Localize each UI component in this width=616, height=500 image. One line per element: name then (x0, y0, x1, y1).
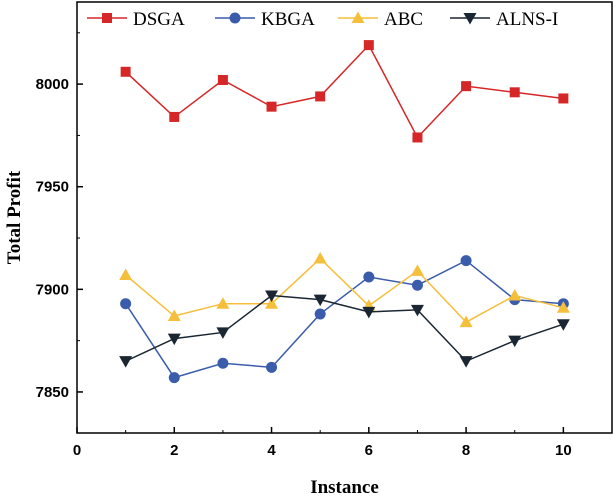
legend-item: DSGA (87, 9, 185, 30)
y-axis-title: Total Profit (4, 170, 25, 264)
data-point (509, 87, 520, 98)
series-line (125, 257, 564, 324)
legend-item: KBGA (215, 9, 315, 30)
data-point (556, 319, 570, 331)
data-point (120, 298, 132, 310)
series-abc (119, 252, 570, 328)
y-tick-label: 7950 (36, 179, 69, 196)
data-point (217, 74, 228, 85)
data-point (313, 252, 327, 264)
data-point (410, 304, 424, 317)
data-point (313, 294, 327, 307)
x-tick-label: 2 (170, 442, 178, 459)
legend-label: ABC (384, 9, 423, 30)
data-point (412, 132, 423, 143)
data-point (460, 255, 472, 267)
series-dsga (120, 40, 569, 143)
data-point (217, 357, 229, 369)
data-point (167, 333, 181, 346)
legend-label: KBGA (261, 9, 315, 30)
data-point (167, 309, 181, 322)
series-line (125, 259, 564, 379)
data-point (508, 335, 522, 348)
x-tick-label: 0 (73, 442, 81, 459)
legend-item: ALNS-I (450, 9, 558, 30)
data-point (508, 288, 522, 301)
y-tick-label: 7850 (36, 384, 69, 401)
data-point (120, 66, 131, 77)
data-point (216, 297, 230, 309)
data-point (411, 279, 423, 291)
x-tick-label: 10 (555, 442, 572, 459)
legend-marker (229, 12, 241, 24)
data-point (315, 91, 326, 102)
data-point (265, 297, 279, 309)
series-alns-i (119, 290, 570, 368)
plot-frame (76, 1, 613, 434)
data-point (558, 93, 569, 104)
data-point (168, 372, 180, 384)
data-point (119, 268, 133, 280)
x-axis-title: Instance (310, 477, 379, 498)
data-point (362, 306, 376, 319)
series-line (125, 294, 564, 363)
x-tick-label: 8 (462, 442, 470, 459)
data-point (216, 327, 230, 339)
data-point (461, 81, 472, 92)
data-point (556, 301, 570, 313)
data-point (266, 101, 277, 112)
data-point (266, 361, 278, 373)
legend-label: ALNS-I (496, 9, 558, 30)
data-point (363, 271, 375, 283)
x-tick-label: 6 (365, 442, 373, 459)
x-tick-label: 4 (267, 442, 276, 459)
data-point (119, 356, 133, 368)
data-point (265, 290, 279, 302)
data-point (314, 308, 326, 320)
data-point (459, 356, 473, 368)
axes: 0 2 4 6 8 10 7850 7900 7950 8000 (36, 1, 613, 459)
legend: DSGA KBGA ABC ALNS-I (87, 9, 558, 30)
data-point (410, 264, 424, 276)
legend-item: ABC (338, 9, 423, 30)
series-kbga (120, 255, 569, 384)
legend-marker (102, 13, 112, 23)
legend-label: DSGA (133, 9, 185, 30)
series-layer (119, 40, 570, 384)
data-point (169, 111, 180, 122)
legend-marker (351, 11, 365, 23)
y-tick-label: 7900 (36, 281, 69, 298)
legend-marker (463, 13, 477, 25)
series-line (125, 43, 564, 139)
y-tick-label: 8000 (36, 76, 69, 93)
data-point (363, 40, 374, 51)
data-point (459, 315, 473, 328)
